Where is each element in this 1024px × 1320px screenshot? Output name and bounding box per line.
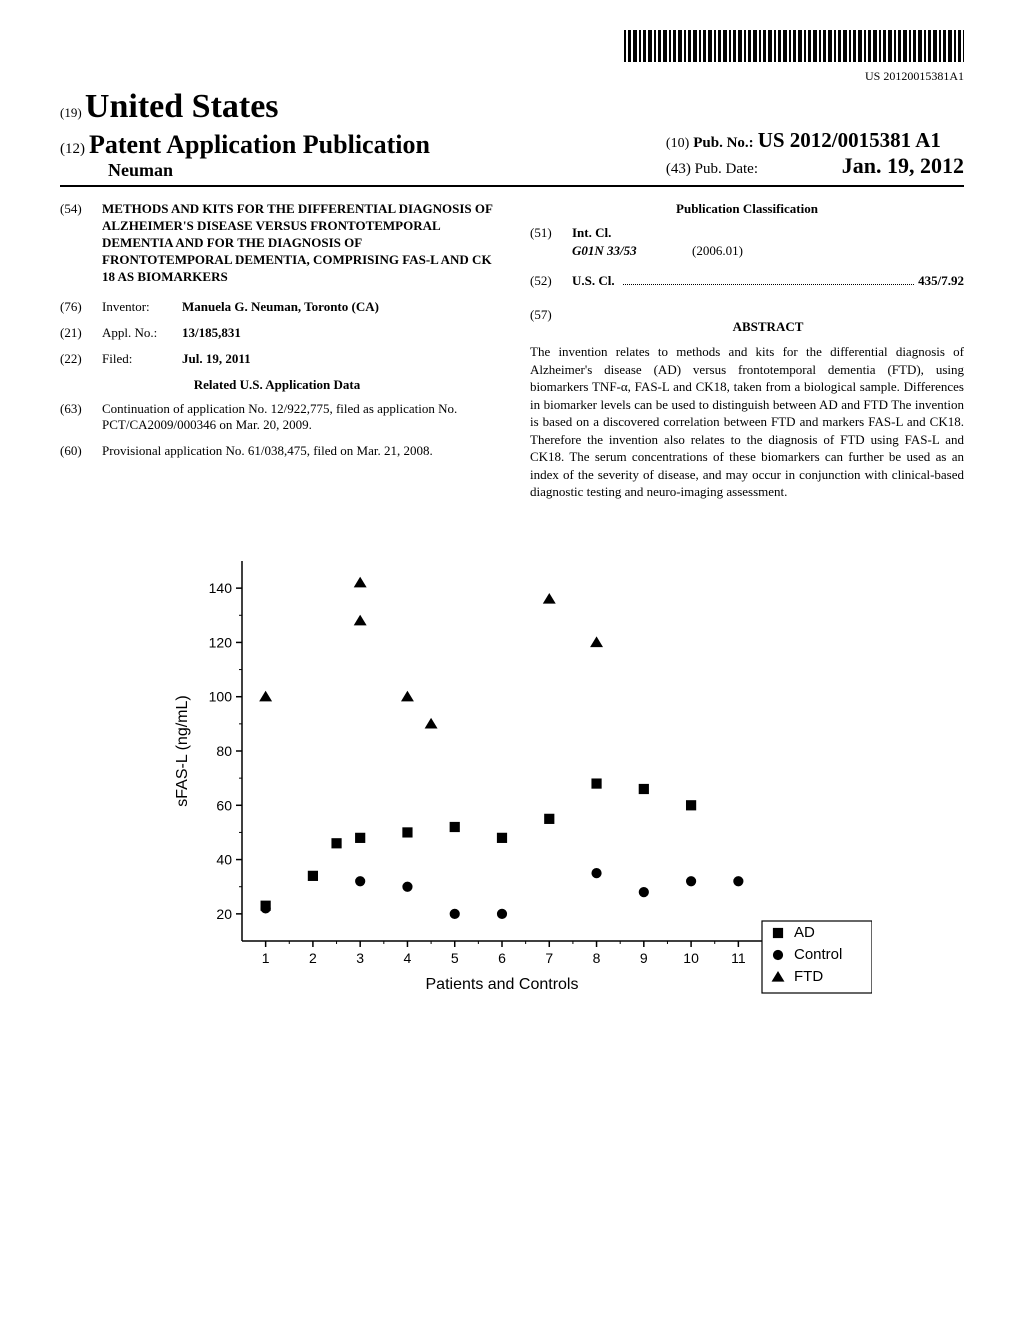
svg-text:11: 11 (731, 950, 746, 966)
barcode-text: US 20120015381A1 (60, 69, 964, 84)
pub-number: US 2012/0015381 A1 (758, 128, 941, 152)
svg-text:5: 5 (451, 950, 459, 966)
svg-text:80: 80 (216, 743, 232, 759)
bib-right-column: Publication Classification (51) Int. Cl.… (530, 201, 964, 501)
svg-text:20: 20 (216, 906, 232, 922)
code-12: (12) (60, 141, 85, 157)
continuation-text: Continuation of application No. 12/922,7… (102, 401, 494, 433)
code-57: (57) (530, 307, 572, 343)
svg-text:2: 2 (309, 950, 317, 966)
barcode-graphic (624, 30, 964, 62)
svg-text:4: 4 (404, 950, 412, 966)
chart-svg: 20 40 60 80 100 120 140 1 2 3 4 5 6 7 8 9 10 11 Patients a… (152, 541, 872, 1021)
document-kind: Patent Application Publication (89, 130, 430, 159)
code-52: (52) (530, 273, 572, 289)
svg-text:1: 1 (262, 950, 270, 966)
country-title: United States (85, 88, 279, 125)
pubno-label: Pub. No.: (693, 135, 753, 151)
svg-text:AD: AD (794, 924, 815, 941)
inventor-label: Inventor: (102, 299, 182, 315)
svg-text:8: 8 (593, 950, 601, 966)
invention-title: METHODS AND KITS FOR THE DIFFERENTIAL DI… (102, 201, 494, 285)
appl-number: 13/185,831 (182, 325, 494, 341)
filed-date: Jul. 19, 2011 (182, 351, 494, 367)
barcode-region: US 20120015381A1 (60, 30, 964, 84)
pubdate-label: Pub. Date: (695, 161, 758, 177)
code-54: (54) (60, 201, 102, 285)
uscl-label: U.S. Cl. (572, 273, 615, 289)
svg-text:3: 3 (356, 950, 364, 966)
header-block: (19) United States (12) Patent Applicati… (60, 88, 964, 187)
dotted-leader (623, 284, 915, 285)
svg-text:140: 140 (209, 580, 233, 596)
code-22: (22) (60, 351, 102, 367)
svg-text:40: 40 (216, 851, 232, 867)
code-10: (10) (666, 136, 689, 151)
abstract-heading: ABSTRACT (572, 319, 964, 335)
pub-class-heading: Publication Classification (530, 201, 964, 217)
svg-text:Control: Control (794, 946, 842, 963)
provisional-text: Provisional application No. 61/038,475, … (102, 443, 494, 459)
code-63: (63) (60, 401, 102, 433)
filed-label: Filed: (102, 351, 182, 367)
code-51: (51) (530, 225, 572, 241)
bib-left-column: (54) METHODS AND KITS FOR THE DIFFERENTI… (60, 201, 494, 501)
svg-text:FTD: FTD (794, 968, 823, 985)
svg-text:120: 120 (209, 634, 233, 650)
bibliographic-section: (54) METHODS AND KITS FOR THE DIFFERENTI… (60, 201, 964, 501)
intcl-date: (2006.01) (692, 243, 743, 259)
applno-label: Appl. No.: (102, 325, 182, 341)
svg-text:60: 60 (216, 797, 232, 813)
svg-text:10: 10 (683, 950, 699, 966)
code-21: (21) (60, 325, 102, 341)
pub-date: Jan. 19, 2012 (842, 153, 964, 178)
intcl-code: G01N 33/53 (572, 243, 692, 259)
code-19: (19) (60, 105, 82, 120)
author-surname: Neuman (108, 160, 666, 181)
svg-text:sFAS-L (ng/mL): sFAS-L (ng/mL) (174, 695, 191, 806)
svg-text:Patients and Controls: Patients and Controls (426, 976, 579, 993)
code-60: (60) (60, 443, 102, 459)
svg-text:100: 100 (209, 689, 233, 705)
intcl-label: Int. Cl. (572, 225, 611, 241)
related-app-heading: Related U.S. Application Data (60, 377, 494, 393)
uscl-value: 435/7.92 (918, 273, 964, 289)
svg-text:6: 6 (498, 950, 506, 966)
inventor-name: Manuela G. Neuman, Toronto (CA) (182, 299, 494, 315)
abstract-text: The invention relates to methods and kit… (530, 343, 964, 501)
code-76: (76) (60, 299, 102, 315)
code-43: (43) (666, 161, 691, 177)
svg-text:7: 7 (545, 950, 553, 966)
scatter-chart: 20 40 60 80 100 120 140 1 2 3 4 5 6 7 8 9 10 11 Patients a… (60, 541, 964, 1021)
svg-text:9: 9 (640, 950, 648, 966)
